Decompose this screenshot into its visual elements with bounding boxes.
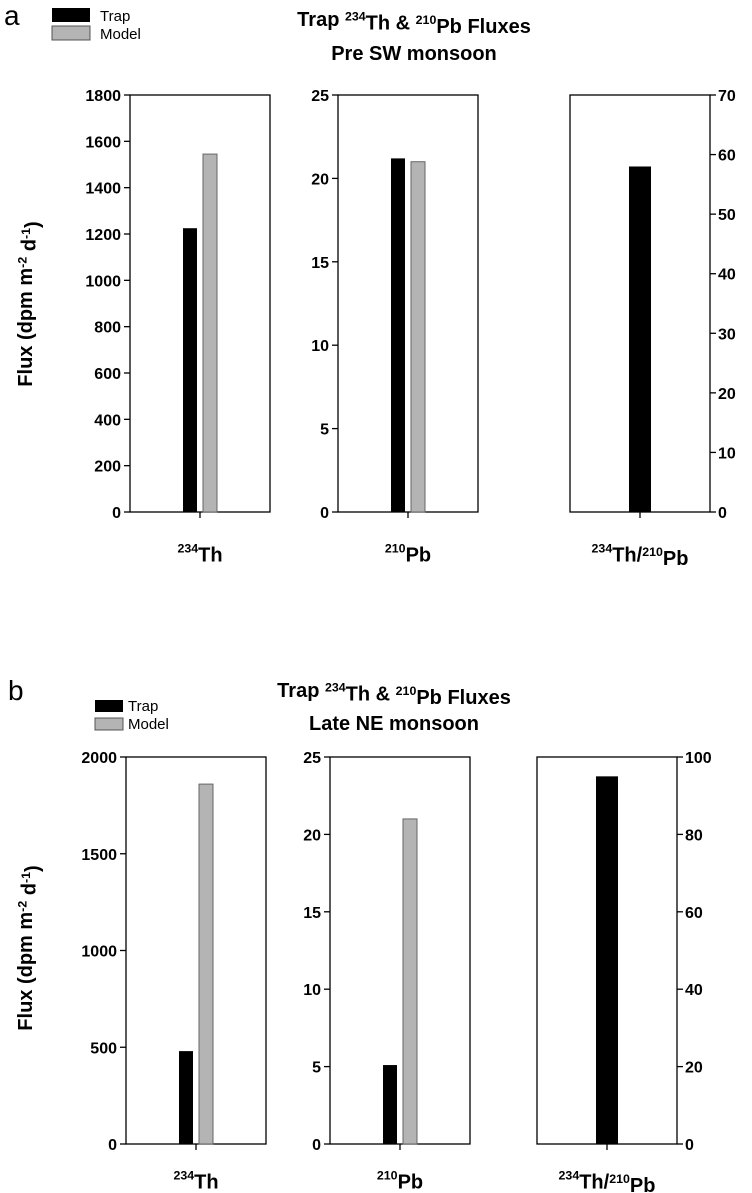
y-tick-label: 0 — [312, 1137, 321, 1154]
subplot-3: 0 20 40 60 80 100 234Th/210Pb — [536, 750, 712, 1193]
legend-swatch-model — [94, 717, 124, 731]
x-axis-label: 210Pb — [377, 1168, 423, 1193]
y-tick-label: 500 — [90, 1040, 117, 1057]
x-axis-label: 234Th — [173, 1168, 218, 1193]
legend-label-model: Model — [100, 26, 141, 43]
y-tick-label: 0 — [112, 505, 121, 522]
y-tick-label: 5 — [320, 422, 329, 439]
bar-trap — [179, 1051, 193, 1144]
y-tick-label: 80 — [685, 827, 703, 844]
x-axis-label: 234Th/210Pb — [559, 1168, 656, 1193]
y-tick-label: 60 — [718, 148, 736, 165]
y-tick-label: 40 — [685, 982, 703, 999]
x-axis-label: 234Th — [177, 541, 222, 566]
chart-subtitle: Late NE monsoon — [309, 713, 479, 735]
plot-frame — [125, 756, 267, 1145]
y-tick-label: 1500 — [81, 847, 117, 864]
x-axis-label: 210Pb — [385, 541, 431, 566]
y-tick-label: 1200 — [85, 227, 121, 244]
y-tick-label: 10 — [718, 445, 736, 462]
y-tick-label: 5 — [312, 1060, 321, 1077]
y-tick-label: 20 — [718, 386, 736, 403]
bar-model — [410, 161, 426, 513]
y-tick-label: 200 — [94, 459, 121, 476]
subplot-2: 0 5 10 15 20 25 210Pb — [303, 750, 471, 1193]
y-tick-label: 1000 — [81, 944, 117, 961]
bar-trap — [391, 158, 405, 512]
legend-swatch-trap — [52, 8, 90, 22]
y-tick-label: 1600 — [85, 134, 121, 151]
y-tick-label: 50 — [718, 207, 736, 224]
y-tick-label: 20 — [311, 171, 329, 188]
bar-model — [402, 818, 418, 1145]
y-tick-label: 400 — [94, 412, 121, 429]
y-tick-label: 1800 — [85, 88, 121, 105]
legend-swatch-model — [51, 25, 91, 41]
panel-label: a — [4, 0, 20, 31]
y-tick-label: 1400 — [85, 181, 121, 198]
bar-trap — [383, 1065, 397, 1144]
plot-frame — [129, 94, 271, 513]
subplot-3: 0 10 20 30 40 50 60 70 234Th/210Pb — [569, 88, 736, 570]
legend-label-trap: Trap — [100, 8, 130, 25]
y-tick-label: 25 — [311, 88, 329, 105]
y-tick-label: 25 — [303, 750, 321, 767]
y-tick-label: 1000 — [85, 273, 121, 290]
y-tick-label: 800 — [94, 320, 121, 337]
y-tick-label: 0 — [108, 1137, 117, 1154]
y-tick-label: 10 — [311, 338, 329, 355]
bar-model — [202, 153, 218, 513]
y-tick-label: 600 — [94, 366, 121, 383]
y-axis-label: Flux (dpm m-2 d-1) — [15, 865, 44, 1030]
y-tick-label: 100 — [685, 750, 712, 767]
chart-title: Trap 234Th & 210Pb Fluxes — [297, 9, 531, 38]
plot-frame — [329, 756, 471, 1145]
panel-label: b — [8, 675, 24, 706]
subplot-1: 0 200 400 600 800 1000 1200 1400 1600 1800 234Th — [85, 88, 271, 566]
bar-trap — [596, 776, 618, 1144]
x-axis-label: 234Th/210Pb — [592, 541, 689, 569]
subplot-1: 0 500 1000 1500 2000 234Th — [81, 750, 267, 1193]
y-tick-label: 70 — [718, 88, 736, 105]
y-tick-label: 0 — [320, 505, 329, 522]
chart-title: Trap 234Th & 210Pb Fluxes — [277, 680, 511, 709]
plot-frame — [337, 94, 479, 513]
y-tick-label: 15 — [303, 905, 321, 922]
y-tick-label: 40 — [718, 267, 736, 284]
bar-model — [198, 783, 214, 1145]
legend-swatch-trap — [95, 700, 123, 712]
chart-subtitle: Pre SW monsoon — [331, 43, 497, 65]
y-tick-label: 20 — [685, 1060, 703, 1077]
y-tick-label: 60 — [685, 905, 703, 922]
y-tick-label: 15 — [311, 255, 329, 272]
bar-trap — [183, 228, 197, 513]
y-axis-label: Flux (dpm m-2 d-1) — [15, 221, 44, 386]
subplot-2: 0 5 10 15 20 25 210Pb — [311, 88, 479, 566]
y-tick-label: 10 — [303, 982, 321, 999]
y-tick-label: 0 — [718, 505, 727, 522]
y-tick-label: 30 — [718, 326, 736, 343]
y-tick-label: 0 — [685, 1137, 694, 1154]
legend-label-model: Model — [128, 716, 169, 733]
y-tick-label: 20 — [303, 827, 321, 844]
bar-trap — [629, 166, 651, 512]
y-tick-label: 2000 — [81, 750, 117, 767]
legend-label-trap: Trap — [128, 698, 158, 715]
